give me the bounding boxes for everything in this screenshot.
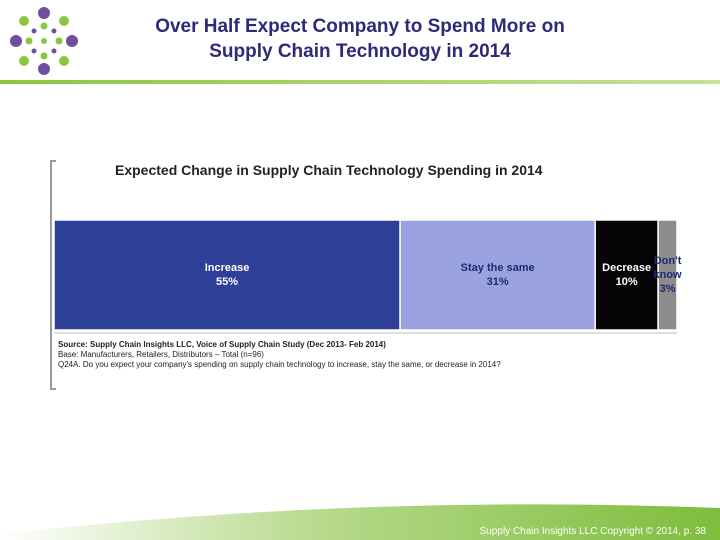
footer-copyright: Supply Chain Insights LLC Copyright © 20…: [479, 526, 706, 537]
slide-title-line1: Over Half Expect Company to Spend More o…: [155, 16, 565, 37]
chart-frame-bracket: [50, 160, 56, 390]
bar-category-1: Stay the same: [460, 262, 535, 274]
bar-segment-1: [399, 219, 596, 331]
bar-segment-0: [53, 219, 401, 331]
source-note: Source: Supply Chain Insights LLC, Voice…: [58, 340, 386, 349]
bar-value-3: 3%: [659, 283, 676, 295]
title-divider: [0, 80, 720, 84]
footer-band: [0, 504, 720, 540]
slide-title-line2: Supply Chain Technology in 2014: [209, 41, 511, 62]
company-logo: [10, 7, 78, 75]
chart-notes: Source: Supply Chain Insights LLC, Voice…: [58, 340, 501, 370]
bar-label-3: Don't know 3%: [648, 254, 688, 296]
bar-category-3: Don't know: [653, 255, 682, 281]
base-note: Base: Manufacturers, Retailers, Distribu…: [58, 350, 264, 359]
bar-value-2: 10%: [615, 276, 638, 288]
bar-category-2: Decrease: [602, 262, 652, 274]
bar-category-0: Increase: [204, 262, 250, 274]
bar-segment-3: [657, 219, 678, 331]
bar-value-1: 31%: [486, 276, 509, 288]
question-note: Q24A. Do you expect your company's spend…: [58, 360, 501, 369]
bar-label-0: Increase 55%: [54, 261, 400, 289]
slide-title: Over Half Expect Company to Spend More o…: [110, 14, 610, 64]
bar-label-1: Stay the same 31%: [400, 261, 595, 289]
bar-value-0: 55%: [216, 276, 239, 288]
bar-label-2: Decrease 10%: [595, 261, 658, 289]
chart-title: Expected Change in Supply Chain Technolo…: [115, 162, 543, 178]
